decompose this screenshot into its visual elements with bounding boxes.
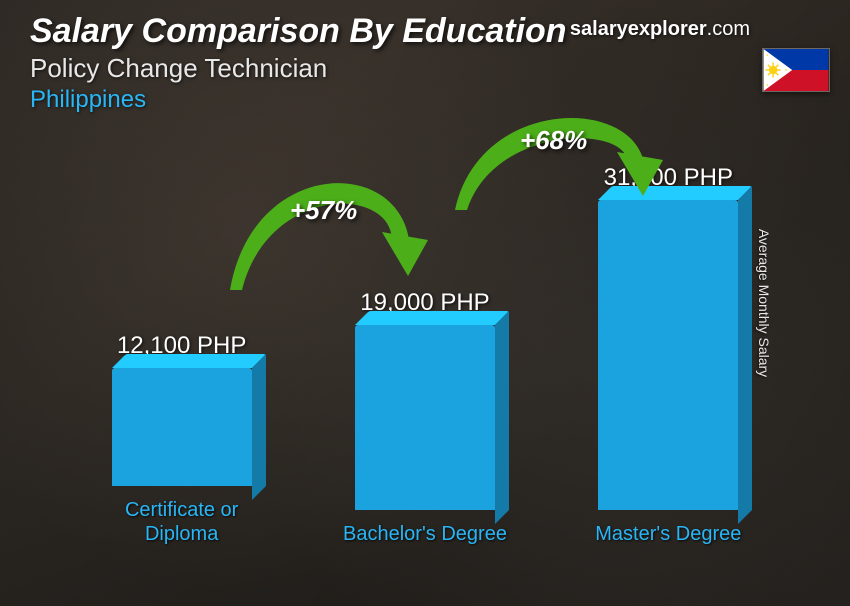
increase-percent-label: +68%: [520, 125, 587, 156]
bar-group: 19,000 PHPBachelor's Degree: [340, 289, 510, 546]
increase-percent-label: +57%: [290, 195, 357, 226]
header: Salary Comparison By Education Policy Ch…: [30, 12, 567, 114]
brand-suffix: .com: [707, 18, 750, 40]
bar-group: 31,900 PHPMaster's Degree: [583, 164, 753, 546]
bar-category-label: Master's Degree: [595, 522, 741, 546]
chart-subtitle: Policy Change Technician: [30, 53, 567, 84]
brand-name: salaryexplorer: [570, 18, 707, 40]
brand-label: salaryexplorer.com: [570, 18, 750, 41]
bar-group: 12,100 PHPCertificate or Diploma: [97, 332, 267, 546]
chart-area: 12,100 PHPCertificate or Diploma 19,000 P…: [60, 140, 790, 546]
bar-category-label: Bachelor's Degree: [343, 522, 507, 546]
main-container: Salary Comparison By Education Policy Ch…: [0, 0, 850, 606]
flag-icon: [762, 48, 830, 92]
bar: [355, 325, 495, 510]
bar: [112, 368, 252, 486]
chart-country: Philippines: [30, 86, 567, 114]
bar: [598, 200, 738, 510]
chart-title: Salary Comparison By Education: [30, 12, 567, 51]
bar-category-label: Certificate or Diploma: [97, 498, 267, 546]
